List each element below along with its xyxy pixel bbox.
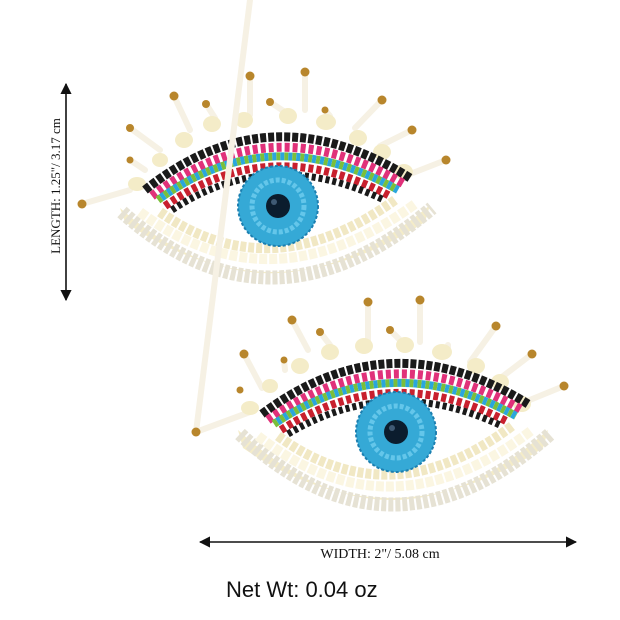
evil-eye-earring-bottom	[191, 0, 569, 512]
net-weight-label: Net Wt: 0.04 oz	[226, 577, 378, 602]
length-label: LENGTH: 1.25"/ 3.17 cm	[48, 118, 63, 254]
width-label: WIDTH: 2"/ 5.08 cm	[320, 547, 440, 562]
evil-eye-earring-top	[77, 67, 451, 285]
